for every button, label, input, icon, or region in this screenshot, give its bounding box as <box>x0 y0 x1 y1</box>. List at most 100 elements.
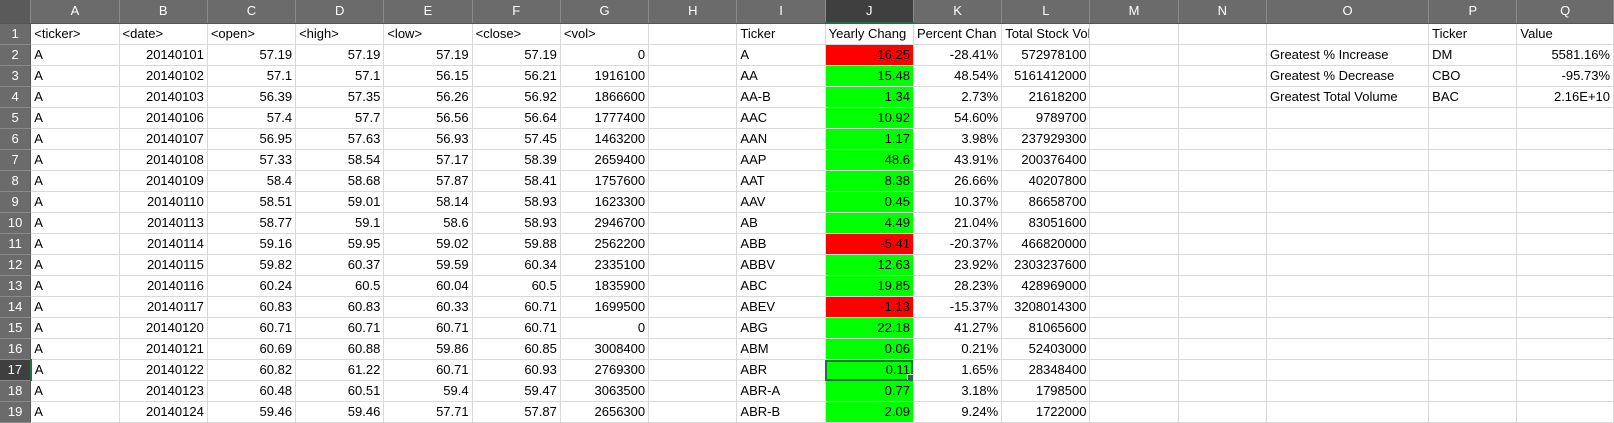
cell-i7[interactable]: AAP <box>736 149 826 171</box>
cell-e18[interactable]: 59.4 <box>383 380 473 402</box>
cell-f17[interactable]: 60.93 <box>472 359 561 381</box>
cell-q17[interactable] <box>1516 359 1614 381</box>
cell-d11[interactable]: 59.95 <box>295 233 385 255</box>
cell-j1[interactable]: Yearly Chang <box>825 23 914 45</box>
cell-g10[interactable]: 2946700 <box>560 212 650 234</box>
cell-d3[interactable]: 57.1 <box>295 65 385 87</box>
cell-n17[interactable] <box>1178 359 1268 381</box>
cell-q1[interactable]: Value <box>1516 23 1614 45</box>
cell-i10[interactable]: AB <box>736 212 826 234</box>
cell-l13[interactable]: 428969000 <box>1001 275 1091 297</box>
column-header-l[interactable]: L <box>1001 0 1091 24</box>
cell-g12[interactable]: 2335100 <box>560 254 650 276</box>
cell-o19[interactable] <box>1266 401 1430 423</box>
cell-b13[interactable]: 20140116 <box>119 275 208 297</box>
cell-c7[interactable]: 57.33 <box>207 149 297 171</box>
cell-d12[interactable]: 60.37 <box>295 254 385 276</box>
cell-m5[interactable] <box>1089 107 1179 129</box>
cell-i17[interactable]: ABR <box>736 359 826 381</box>
cell-o7[interactable] <box>1266 149 1430 171</box>
cell-f1[interactable]: <close> <box>472 23 561 45</box>
row-header-4[interactable]: 4 <box>0 86 32 108</box>
cell-p10[interactable] <box>1428 212 1518 234</box>
cell-o1[interactable] <box>1266 23 1430 45</box>
cell-o5[interactable] <box>1266 107 1430 129</box>
cell-h6[interactable] <box>648 128 738 150</box>
cell-e14[interactable]: 60.33 <box>383 296 473 318</box>
cell-i9[interactable]: AAV <box>736 191 826 213</box>
cell-n4[interactable] <box>1178 86 1268 108</box>
cell-q19[interactable] <box>1516 401 1614 423</box>
cell-l7[interactable]: 200376400 <box>1001 149 1091 171</box>
cell-c1[interactable]: <open> <box>207 23 297 45</box>
cell-g9[interactable]: 1623300 <box>560 191 650 213</box>
cell-h2[interactable] <box>648 44 738 66</box>
column-header-q[interactable]: Q <box>1516 0 1614 24</box>
cell-p18[interactable] <box>1428 380 1518 402</box>
cell-m18[interactable] <box>1089 380 1179 402</box>
cell-o15[interactable] <box>1266 317 1430 339</box>
row-header-17[interactable]: 17 <box>0 359 32 381</box>
cell-a10[interactable]: A <box>30 212 120 234</box>
select-all-corner[interactable] <box>0 0 32 24</box>
cell-k14[interactable]: -15.37% <box>913 296 1003 318</box>
cell-a14[interactable]: A <box>30 296 120 318</box>
cell-h15[interactable] <box>648 317 738 339</box>
cell-l6[interactable]: 237929300 <box>1001 128 1091 150</box>
cell-j8[interactable]: 8.38 <box>825 170 914 192</box>
cell-q14[interactable] <box>1516 296 1614 318</box>
cell-l9[interactable]: 86658700 <box>1001 191 1091 213</box>
cell-o13[interactable] <box>1266 275 1430 297</box>
cell-e13[interactable]: 60.04 <box>383 275 473 297</box>
cell-g1[interactable]: <vol> <box>560 23 650 45</box>
cell-q8[interactable] <box>1516 170 1614 192</box>
cell-b19[interactable]: 20140124 <box>119 401 208 423</box>
cell-a12[interactable]: A <box>30 254 120 276</box>
cell-b12[interactable]: 20140115 <box>119 254 208 276</box>
cell-e5[interactable]: 56.56 <box>383 107 473 129</box>
row-header-12[interactable]: 12 <box>0 254 32 276</box>
cell-o6[interactable] <box>1266 128 1430 150</box>
cell-f6[interactable]: 57.45 <box>472 128 561 150</box>
column-header-m[interactable]: M <box>1089 0 1179 24</box>
cell-m14[interactable] <box>1089 296 1179 318</box>
cell-o3[interactable]: Greatest % Decrease <box>1266 65 1430 87</box>
cell-l3[interactable]: 5161412000 <box>1001 65 1091 87</box>
cell-h7[interactable] <box>648 149 738 171</box>
cell-e15[interactable]: 60.71 <box>383 317 473 339</box>
cell-b2[interactable]: 20140101 <box>119 44 208 66</box>
cell-i19[interactable]: ABR-B <box>736 401 826 423</box>
cell-k9[interactable]: 10.37% <box>913 191 1003 213</box>
row-header-10[interactable]: 10 <box>0 212 32 234</box>
cell-c18[interactable]: 60.48 <box>207 380 297 402</box>
cell-e6[interactable]: 56.93 <box>383 128 473 150</box>
cell-o9[interactable] <box>1266 191 1430 213</box>
cell-k6[interactable]: 3.98% <box>913 128 1003 150</box>
cell-e12[interactable]: 59.59 <box>383 254 473 276</box>
cell-m2[interactable] <box>1089 44 1179 66</box>
cell-l16[interactable]: 52403000 <box>1001 338 1091 360</box>
cell-e1[interactable]: <low> <box>383 23 473 45</box>
cell-k1[interactable]: Percent Chan <box>913 23 1003 45</box>
cell-d18[interactable]: 60.51 <box>295 380 385 402</box>
cell-n8[interactable] <box>1178 170 1268 192</box>
column-header-j[interactable]: J <box>825 0 914 24</box>
cell-j11[interactable]: -5.41 <box>825 233 914 255</box>
column-header-o[interactable]: O <box>1266 0 1430 24</box>
cell-p5[interactable] <box>1428 107 1518 129</box>
cell-j14[interactable]: -1.13 <box>825 296 914 318</box>
cell-b7[interactable]: 20140108 <box>119 149 208 171</box>
cell-n14[interactable] <box>1178 296 1268 318</box>
row-header-11[interactable]: 11 <box>0 233 32 255</box>
cell-g18[interactable]: 3063500 <box>560 380 650 402</box>
row-header-14[interactable]: 14 <box>0 296 32 318</box>
cell-e4[interactable]: 56.26 <box>383 86 473 108</box>
cell-a2[interactable]: A <box>30 44 120 66</box>
cell-n7[interactable] <box>1178 149 1268 171</box>
cell-b15[interactable]: 20140120 <box>119 317 208 339</box>
row-header-5[interactable]: 5 <box>0 107 32 129</box>
cell-g8[interactable]: 1757600 <box>560 170 650 192</box>
column-header-a[interactable]: A <box>30 0 120 24</box>
cell-e2[interactable]: 57.19 <box>383 44 473 66</box>
cell-f14[interactable]: 60.71 <box>472 296 561 318</box>
